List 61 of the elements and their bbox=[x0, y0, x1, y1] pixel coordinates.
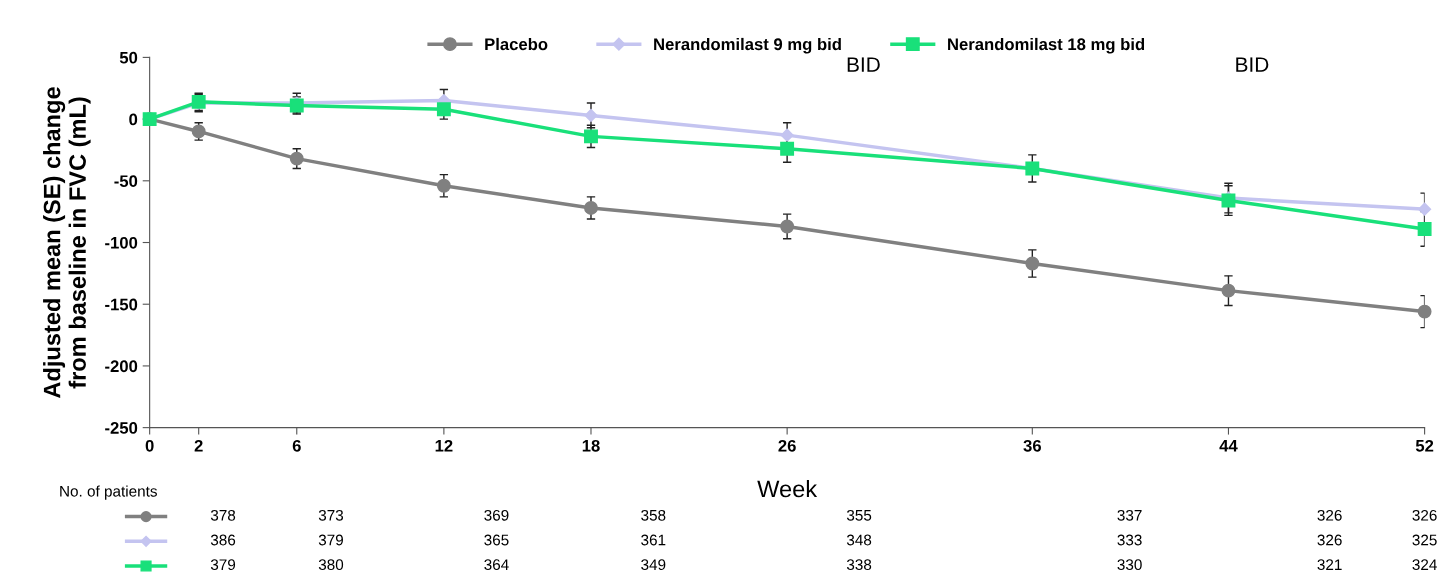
y-axis-title: Adjusted mean (SE) change from baseline in FVC (mL) bbox=[43, 87, 91, 399]
y-tick-label: -250 bbox=[105, 422, 138, 434]
text: 365 bbox=[484, 534, 509, 546]
legend-label: Placebo bbox=[485, 37, 548, 51]
text: 364 bbox=[484, 559, 509, 571]
text: No. of patients bbox=[60, 485, 157, 500]
point bbox=[1417, 304, 1432, 319]
text: 379 bbox=[318, 534, 343, 546]
text: 369 bbox=[484, 509, 509, 521]
x-tick-label: 26 bbox=[778, 439, 796, 452]
x-tick-label: 12 bbox=[435, 439, 453, 452]
legend-label: Nerandomilast 18 mg bid bbox=[948, 37, 1145, 54]
x-tick-label: 52 bbox=[1415, 439, 1434, 452]
y-tick-label: -150 bbox=[105, 298, 138, 311]
text: 326 bbox=[1317, 509, 1342, 521]
y-tick-label: 0 bbox=[129, 113, 138, 126]
legend-label: Nerandomilast 9 mg bid bbox=[654, 37, 841, 54]
y-tick-label: -200 bbox=[105, 360, 138, 373]
point bbox=[780, 219, 795, 234]
text: 326 bbox=[1412, 509, 1437, 521]
point bbox=[1417, 221, 1432, 236]
x-axis-title: Week bbox=[757, 479, 818, 498]
point bbox=[584, 108, 598, 122]
point bbox=[289, 151, 304, 166]
point bbox=[780, 141, 795, 156]
x-tick-label: 36 bbox=[1023, 439, 1041, 452]
text: 386 bbox=[210, 534, 236, 546]
point bbox=[1025, 256, 1040, 271]
text: 361 bbox=[641, 534, 666, 546]
text: 349 bbox=[641, 559, 666, 571]
x-tick-label: 6 bbox=[292, 439, 301, 452]
point bbox=[780, 128, 794, 142]
point bbox=[1221, 283, 1236, 298]
point bbox=[436, 178, 451, 193]
x-tick-label: 0 bbox=[145, 439, 154, 452]
point bbox=[1418, 202, 1432, 216]
text: 380 bbox=[318, 559, 344, 571]
text: 355 bbox=[846, 509, 872, 521]
annotation: BID bbox=[1236, 57, 1269, 72]
point bbox=[436, 102, 451, 117]
x-tick-label: 44 bbox=[1219, 440, 1238, 452]
x-tick-label: 2 bbox=[194, 439, 203, 452]
text: 333 bbox=[1117, 534, 1142, 546]
text: 348 bbox=[846, 534, 872, 546]
text: 378 bbox=[210, 509, 236, 521]
y-tick-label: -100 bbox=[105, 236, 138, 249]
text: 373 bbox=[318, 509, 344, 521]
annotation: BID bbox=[847, 57, 880, 72]
text: 324 bbox=[1412, 559, 1437, 571]
text: 358 bbox=[641, 509, 666, 521]
y-tick-label: 50 bbox=[119, 51, 138, 64]
text: 325 bbox=[1412, 534, 1437, 546]
text: 326 bbox=[1317, 534, 1342, 546]
text: 337 bbox=[1117, 509, 1142, 521]
text: 321 bbox=[1317, 559, 1342, 571]
point bbox=[584, 201, 598, 215]
text: 379 bbox=[210, 559, 236, 571]
text: 338 bbox=[846, 559, 872, 571]
text: 330 bbox=[1117, 559, 1142, 571]
y-tick-label: -50 bbox=[114, 175, 138, 188]
x-tick-label: 18 bbox=[582, 439, 600, 452]
